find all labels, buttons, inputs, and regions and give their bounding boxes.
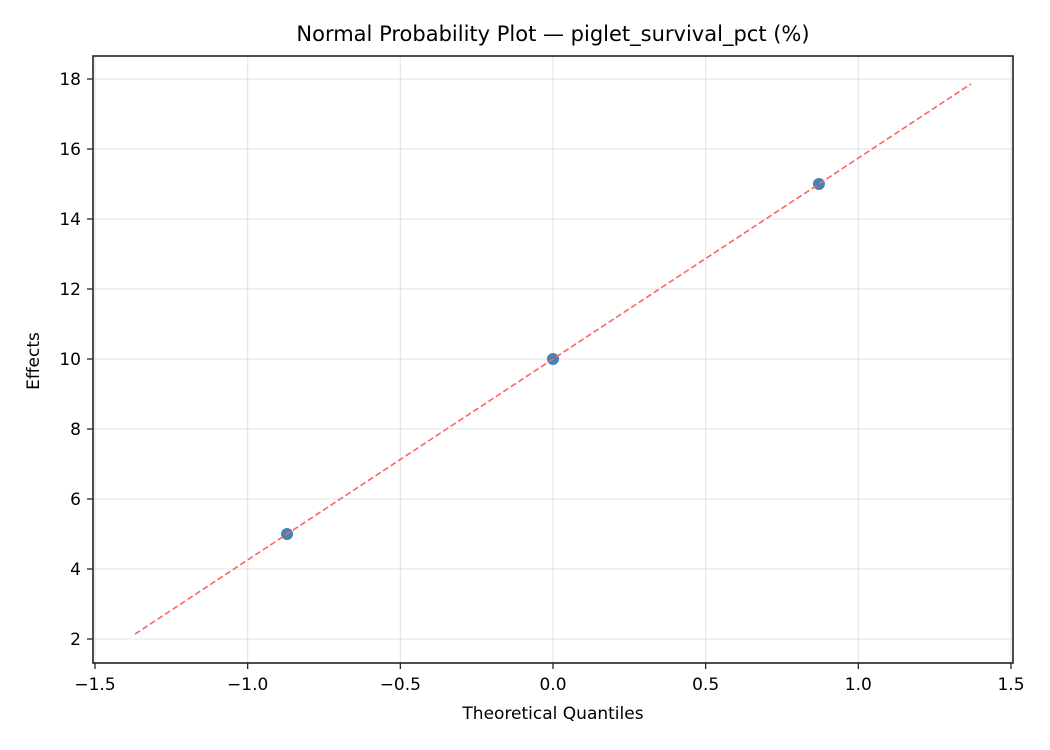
x-tick-label: 0.0 [539, 675, 566, 695]
x-tick-label: 0.5 [692, 675, 719, 695]
axes-frame [92, 55, 1014, 664]
x-tick-label: 1.0 [845, 675, 872, 695]
y-tick-label: 4 [70, 560, 81, 580]
grid-lines [93, 56, 1013, 663]
x-tick-label: −0.5 [380, 675, 421, 695]
y-tick-label: 14 [59, 210, 81, 230]
y-tick-label: 16 [59, 140, 81, 160]
data-series [134, 83, 972, 635]
y-tick-label: 12 [59, 280, 81, 300]
x-axis-label: Theoretical Quantiles [462, 704, 644, 724]
axis-ticks: −1.5 −1.0 −0.5 0.0 0.5 1.0 1.5 2 4 6 8 10 12 14 16 18 [59, 70, 1024, 695]
x-tick-label: −1.0 [227, 675, 268, 695]
y-tick-label: 2 [70, 630, 81, 650]
y-tick-label: 18 [59, 70, 81, 90]
x-tick-label: −1.5 [74, 675, 115, 695]
chart-title: Normal Probability Plot — piglet_surviva… [296, 22, 810, 46]
y-tick-label: 10 [59, 350, 81, 370]
y-tick-label: 8 [70, 420, 81, 440]
reference-line [134, 83, 972, 635]
y-tick-label: 6 [70, 490, 81, 510]
data-point [812, 178, 825, 190]
x-tick-label: 1.5 [997, 675, 1024, 695]
